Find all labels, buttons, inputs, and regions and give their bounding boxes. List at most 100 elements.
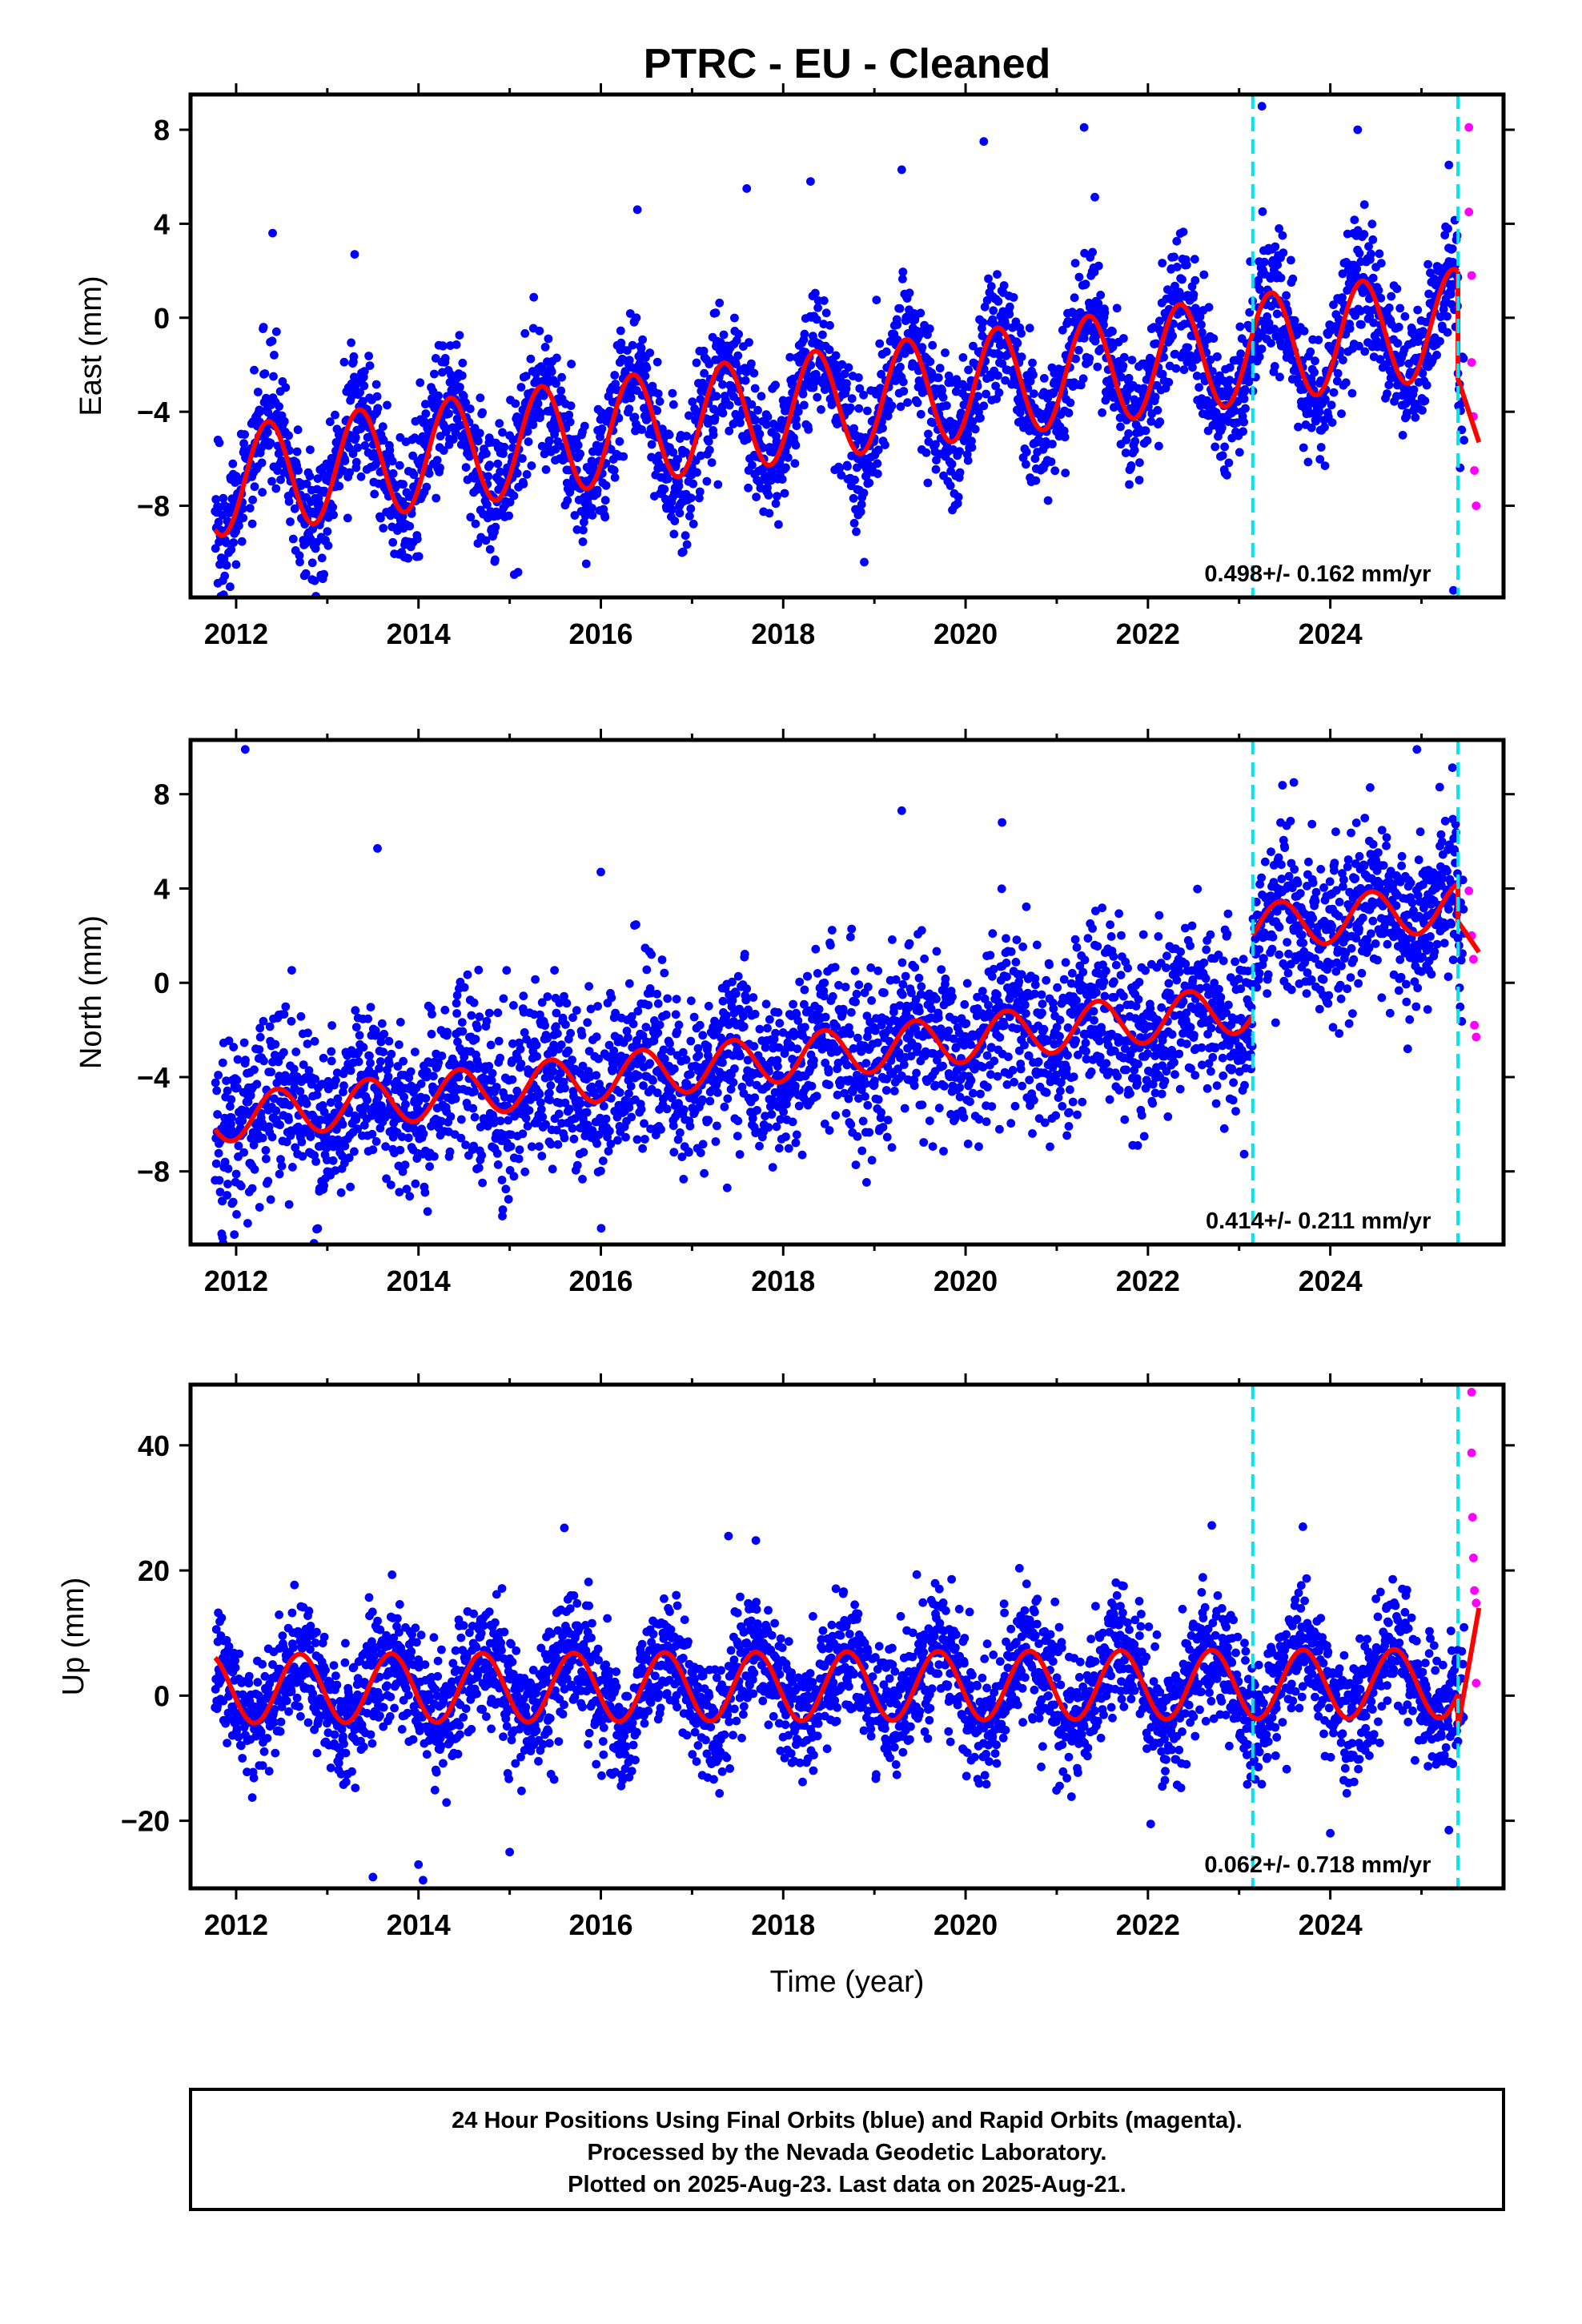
data-point bbox=[269, 372, 278, 381]
data-point bbox=[1001, 376, 1010, 385]
data-point bbox=[535, 1142, 544, 1151]
data-point bbox=[1258, 207, 1267, 216]
data-point bbox=[991, 381, 1000, 391]
data-point bbox=[395, 460, 404, 470]
data-point bbox=[276, 475, 285, 485]
data-point bbox=[223, 1191, 231, 1200]
data-point bbox=[665, 430, 674, 440]
data-point bbox=[711, 308, 721, 318]
data-point bbox=[686, 493, 696, 503]
data-point bbox=[675, 509, 685, 518]
data-point bbox=[663, 994, 673, 1003]
data-point bbox=[459, 392, 468, 400]
data-point bbox=[1271, 242, 1280, 251]
data-point bbox=[806, 360, 815, 370]
data-point-outlier bbox=[806, 177, 815, 187]
data-point bbox=[1392, 284, 1402, 293]
data-point bbox=[718, 1058, 727, 1068]
data-point bbox=[522, 470, 532, 479]
data-point bbox=[509, 1001, 518, 1010]
data-point bbox=[927, 368, 937, 378]
data-point bbox=[271, 1039, 280, 1049]
data-point bbox=[1224, 458, 1234, 468]
data-point bbox=[693, 1043, 703, 1053]
data-point bbox=[400, 1092, 408, 1102]
data-point bbox=[852, 527, 861, 537]
data-point bbox=[419, 1129, 428, 1139]
data-point bbox=[451, 1094, 460, 1104]
data-point bbox=[584, 982, 593, 991]
data-point bbox=[554, 1109, 564, 1119]
data-point bbox=[811, 944, 821, 954]
data-point bbox=[830, 963, 840, 972]
data-point bbox=[840, 369, 849, 379]
data-point bbox=[325, 417, 335, 427]
data-point bbox=[259, 1056, 268, 1066]
data-point bbox=[662, 1104, 672, 1114]
data-point bbox=[674, 481, 684, 491]
data-point bbox=[801, 1023, 809, 1031]
data-point bbox=[845, 403, 855, 412]
data-point bbox=[219, 1120, 229, 1129]
data-point bbox=[416, 1080, 426, 1088]
data-point bbox=[504, 511, 513, 521]
data-point bbox=[636, 1104, 646, 1114]
data-point bbox=[387, 1049, 396, 1059]
data-point bbox=[211, 544, 220, 553]
data-point bbox=[751, 416, 761, 424]
data-point bbox=[1288, 274, 1298, 283]
data-point bbox=[311, 1075, 319, 1084]
data-point bbox=[546, 1140, 556, 1149]
data-point bbox=[292, 447, 302, 456]
data-point bbox=[1367, 249, 1375, 259]
data-point bbox=[1094, 299, 1103, 308]
data-point bbox=[222, 538, 231, 548]
data-point bbox=[640, 372, 650, 380]
data-point bbox=[669, 448, 678, 457]
data-point bbox=[1141, 426, 1150, 436]
data-point bbox=[1153, 405, 1162, 415]
data-point bbox=[491, 555, 500, 565]
data-point bbox=[1124, 429, 1133, 438]
data-point bbox=[1435, 336, 1444, 346]
data-point bbox=[284, 431, 293, 440]
data-point bbox=[614, 413, 624, 423]
data-point bbox=[267, 336, 277, 346]
x-tick-label: 2024 bbox=[1299, 617, 1363, 650]
data-point bbox=[1188, 363, 1197, 372]
data-point bbox=[637, 425, 646, 434]
data-point bbox=[445, 1147, 455, 1156]
data-point bbox=[713, 1088, 722, 1097]
data-point bbox=[658, 424, 667, 434]
rapid-data-point bbox=[1464, 123, 1474, 132]
data-point bbox=[307, 558, 317, 568]
data-point bbox=[686, 1069, 695, 1079]
data-point bbox=[750, 384, 760, 393]
data-point bbox=[641, 1023, 651, 1031]
data-point bbox=[926, 357, 935, 366]
data-point bbox=[214, 1071, 223, 1080]
data-point bbox=[633, 1071, 643, 1080]
data-point bbox=[351, 1006, 360, 1015]
data-point bbox=[1155, 417, 1165, 427]
data-point bbox=[791, 1081, 800, 1091]
data-point bbox=[673, 1135, 683, 1144]
data-point bbox=[837, 471, 846, 480]
data-point bbox=[471, 519, 480, 529]
data-point bbox=[560, 991, 568, 1001]
data-point bbox=[548, 1067, 558, 1076]
data-point bbox=[974, 392, 982, 401]
data-point bbox=[825, 320, 834, 330]
data-point bbox=[624, 979, 634, 988]
data-point bbox=[319, 1053, 328, 1063]
data-point bbox=[931, 440, 940, 449]
data-point bbox=[536, 1104, 546, 1114]
data-point bbox=[421, 400, 430, 409]
data-point bbox=[533, 399, 543, 408]
data-point bbox=[448, 435, 458, 444]
data-point bbox=[295, 551, 304, 561]
data-point bbox=[932, 456, 941, 464]
data-point bbox=[484, 472, 493, 481]
data-point bbox=[395, 1188, 404, 1196]
data-point bbox=[616, 326, 625, 336]
